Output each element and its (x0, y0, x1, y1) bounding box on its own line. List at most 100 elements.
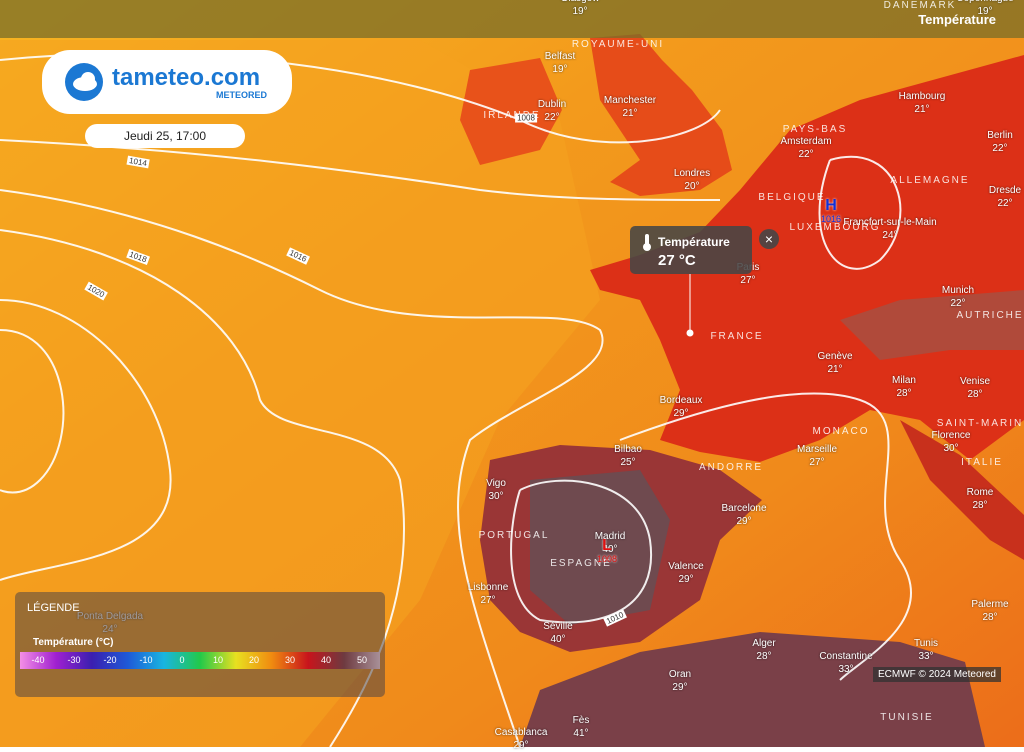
city-name: Glasgow (561, 0, 600, 4)
city-name: Copenhague (956, 0, 1013, 4)
city-name: Marseille (796, 444, 838, 455)
scale-step: 0 (164, 652, 200, 669)
city-temp: 33° (918, 651, 934, 662)
city-temp: 29° (672, 682, 688, 693)
scale-step: -40 (20, 652, 56, 669)
city-label: Rome 28° (967, 486, 994, 512)
city-name: Barcelone (721, 503, 767, 514)
city-name: Milan (892, 375, 916, 386)
scale-step: -20 (92, 652, 128, 669)
thermometer-icon (643, 234, 651, 251)
country-label: DANEMARK (883, 0, 957, 11)
city-temp: 27° (809, 457, 825, 468)
city-name: Munich (941, 285, 975, 296)
city-temp: 28° (982, 612, 998, 623)
country-label: FRANCE (710, 331, 764, 342)
isobar (818, 156, 902, 270)
logo[interactable]: tameteo.com METEORED (42, 50, 292, 114)
legend-scale: -40 -30 -20 -10 0 10 20 30 40 50 (20, 652, 380, 669)
city-temp: 19° (552, 64, 568, 75)
city-temp: 28° (896, 388, 912, 399)
top-bar (0, 0, 1024, 38)
city-name: Genève (817, 351, 853, 362)
layer-name[interactable]: Température (918, 12, 996, 27)
city-name: Tunis (913, 638, 939, 649)
city-label: Florence 30° (932, 429, 971, 455)
country-label: SAINT-MARIN (936, 418, 1024, 429)
isobar (0, 329, 65, 494)
city-temp: 27° (480, 595, 496, 606)
city-label: Alger 28° (752, 637, 775, 663)
city-label: Casablanca 29° (495, 726, 548, 752)
city-name: Florence (931, 430, 971, 441)
city-name: Amsterdam (780, 136, 832, 147)
city-name: Bilbao (614, 444, 642, 455)
city-temp: 29° (513, 740, 529, 751)
city-temp: 21° (914, 104, 930, 115)
city-label: Marseille 27° (797, 443, 837, 469)
country-label: TUNISIE (880, 712, 934, 723)
city-temp: 28° (756, 651, 772, 662)
city-temp: 28° (972, 500, 988, 511)
city-temp: 21° (827, 364, 843, 375)
city-name: Vigo (486, 478, 506, 489)
city-label: Vigo 30° (486, 477, 506, 503)
city-temp: 33° (838, 664, 854, 675)
city-name: Séville (543, 621, 573, 632)
scale-step: 50 (344, 652, 380, 669)
city-label: Madrid 40° (595, 530, 626, 556)
city-label: Valence 29° (668, 560, 703, 586)
city-label: Glasgow 19° (561, 0, 600, 18)
land-italy (900, 420, 1024, 560)
country-label: ESPAGNE (550, 558, 612, 569)
city-name: Dresde (988, 185, 1022, 196)
city-temp: 30° (488, 491, 504, 502)
city-label: Munich 22° (942, 284, 974, 310)
city-temp: 29° (678, 574, 694, 585)
credit: ECMWF © 2024 Meteored (873, 667, 1001, 682)
city-label: Milan 28° (892, 374, 916, 400)
close-button[interactable]: × (759, 229, 779, 249)
city-temp: 22° (997, 198, 1013, 209)
country-label: PORTUGAL (478, 530, 550, 541)
city-name: Casablanca (494, 727, 548, 738)
city-name: Francfort-sur-le-Main (843, 217, 937, 228)
city-label: Barcelone 29° (721, 502, 766, 528)
city-temp: 29° (673, 408, 689, 419)
city-label: Genève 21° (817, 350, 852, 376)
city-temp: 19° (977, 6, 993, 17)
country-label: MONACO (812, 426, 870, 437)
city-name: Rome (966, 487, 994, 498)
pressure-symbol: L (602, 537, 612, 554)
city-label: Dublin 22° (538, 98, 566, 124)
tooltip-title: Température (658, 235, 730, 249)
city-temp: 22° (544, 112, 560, 123)
city-label: Francfort-sur-le-Main 24° (843, 216, 936, 242)
city-name: Oran (668, 669, 692, 680)
city-name: Venise (959, 376, 991, 387)
city-temp: 21° (622, 108, 638, 119)
country-label: ITALIE (961, 457, 1003, 468)
country-label: IRLANDE (483, 110, 541, 121)
city-temp: 19° (572, 6, 588, 17)
city-temp: 27° (740, 275, 756, 286)
sea-band (0, 40, 600, 747)
city-temp: 22° (992, 143, 1008, 154)
date-pill[interactable]: Jeudi 25, 17:00 (85, 124, 245, 148)
city-label: Bordeaux 29° (660, 394, 703, 420)
city-name: Bordeaux (659, 395, 703, 406)
legend-subtitle: Température (°C) (33, 637, 114, 648)
city-name: Berlin (987, 130, 1013, 141)
city-label: Manchester 21° (604, 94, 656, 120)
country-label: BELGIQUE (758, 192, 826, 203)
city-name: Madrid (594, 531, 626, 542)
tooltip-point (686, 329, 694, 337)
land-africa (520, 632, 985, 747)
land-alps (840, 290, 1024, 360)
country-label: PAYS-BAS (782, 124, 848, 135)
scale-step: 20 (236, 652, 272, 669)
pressure-value: 1008 (596, 554, 618, 564)
city-temp: 28° (967, 389, 983, 400)
pressure-symbol: H (825, 197, 837, 214)
isobar (0, 189, 604, 747)
